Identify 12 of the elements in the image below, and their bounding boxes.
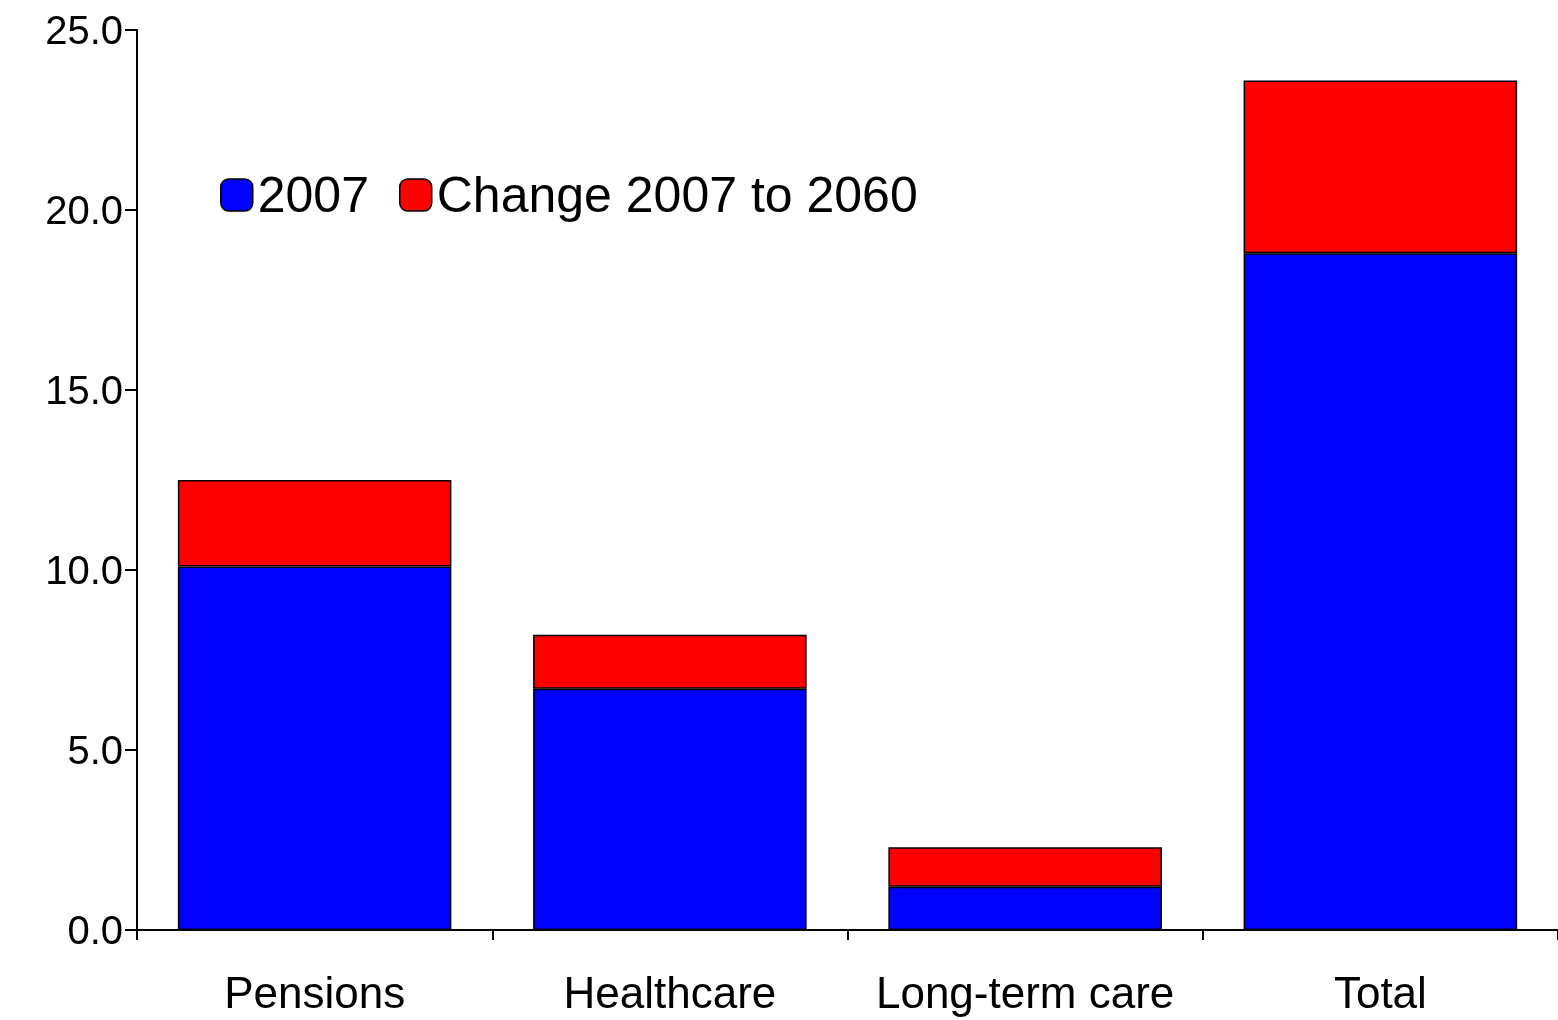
x-tick-label: Healthcare <box>563 967 777 1017</box>
x-tick-label: Pensions <box>224 967 406 1017</box>
y-tick-label: 20.0 <box>45 188 123 232</box>
x-tick-label: Long-term care <box>875 967 1175 1017</box>
legend-label: 2007 <box>257 167 369 223</box>
y-tick-label: 5.0 <box>67 728 123 772</box>
y-tick-label: 10.0 <box>45 548 123 592</box>
y-tick-label: 25.0 <box>45 8 123 52</box>
y-tick-label: 15.0 <box>45 368 123 412</box>
x-tick-label: Total <box>1333 967 1427 1017</box>
y-tick-label: 0.0 <box>67 908 123 952</box>
legend-label: Change 2007 to 2060 <box>436 167 918 223</box>
